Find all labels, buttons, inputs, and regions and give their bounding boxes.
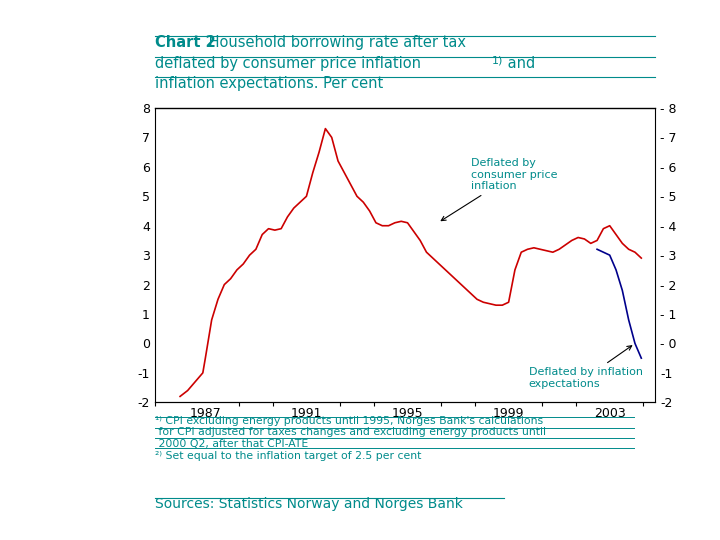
- Text: Sources: Statistics Norway and Norges Bank: Sources: Statistics Norway and Norges Ba…: [155, 497, 463, 511]
- Text: Chart 2: Chart 2: [155, 35, 215, 50]
- Text: Deflated by
consumer price
inflation: Deflated by consumer price inflation: [441, 158, 557, 221]
- Text: 1): 1): [492, 56, 503, 66]
- Text: and: and: [503, 56, 535, 71]
- Text: Deflated by inflation
expectations: Deflated by inflation expectations: [528, 346, 643, 389]
- Text: Household borrowing rate after tax: Household borrowing rate after tax: [204, 35, 466, 50]
- Text: ¹⁾ CPI excluding energy products until 1995, Norges Bank's calculations
 for CPI: ¹⁾ CPI excluding energy products until 1…: [155, 416, 546, 461]
- Text: inflation expectations. Per cent: inflation expectations. Per cent: [155, 76, 383, 91]
- Text: deflated by consumer price inflation: deflated by consumer price inflation: [155, 56, 420, 71]
